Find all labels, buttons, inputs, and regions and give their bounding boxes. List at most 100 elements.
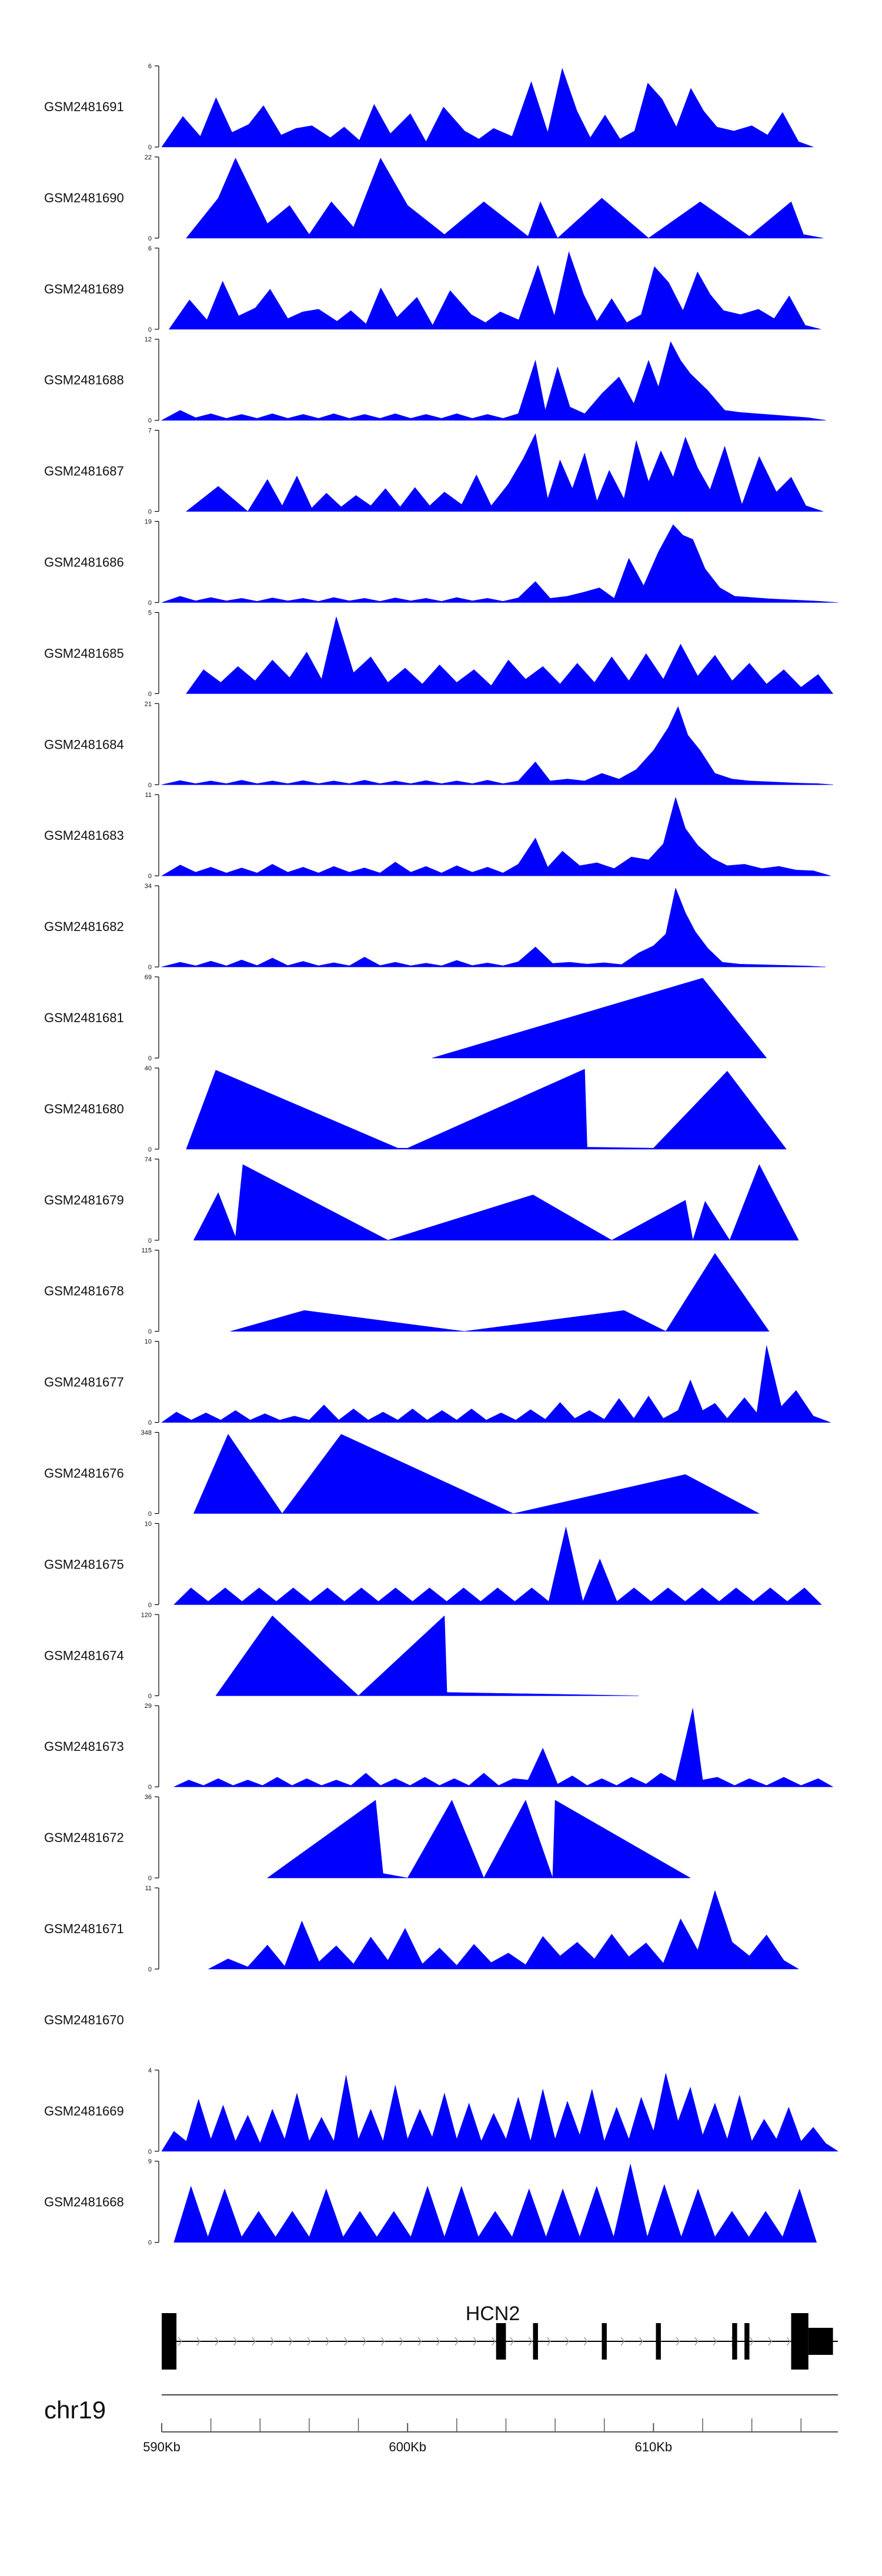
y-min-label: 0: [148, 1784, 152, 1791]
strand-arrow: [196, 2337, 201, 2346]
exon: [496, 2323, 506, 2360]
y-min-label: 0: [148, 964, 152, 971]
exon: [533, 2323, 538, 2360]
strand-arrow: [270, 2337, 275, 2346]
track-label: GSM2481674: [44, 1648, 124, 1663]
coverage-area: [186, 433, 824, 512]
track-GSM2481676: GSM2481676 348 0: [44, 1430, 760, 1518]
track-label: GSM2481682: [44, 919, 124, 934]
coverage-area: [161, 68, 814, 148]
y-max-label: 69: [145, 974, 152, 981]
y-max-label: 34: [145, 883, 152, 890]
track-GSM2481675: GSM2481675 10 0: [44, 1520, 822, 1609]
strand-arrow: [565, 2337, 570, 2346]
strand-arrow: [473, 2337, 477, 2346]
strand-arrow: [252, 2337, 256, 2346]
track-label: GSM2481688: [44, 373, 124, 388]
y-max-label: 10: [145, 1520, 152, 1527]
y-max-label: 6: [148, 63, 152, 70]
strand-arrow: [455, 2337, 459, 2346]
strand-arrow: [325, 2337, 330, 2346]
strand-arrow: [768, 2337, 773, 2346]
y-max-label: 21: [145, 700, 152, 708]
coverage-area: [173, 1527, 822, 1605]
axis-ticks: 590Kb 600Kb 610Kb: [143, 2418, 801, 2454]
track-label: GSM2481670: [44, 2013, 124, 2027]
track-GSM2481681: GSM2481681 69 0: [44, 974, 767, 1062]
y-max-label: 22: [145, 154, 152, 161]
y-min-label: 0: [148, 1055, 152, 1062]
strand-arrow: [694, 2337, 699, 2346]
y-min-label: 0: [148, 509, 152, 516]
strand-arrow: [492, 2337, 496, 2346]
track-GSM2481672: GSM2481672 36 0: [44, 1794, 691, 1882]
exon-blocks: [162, 2313, 833, 2370]
y-min-label: 0: [148, 326, 152, 333]
y-max-label: 11: [145, 1885, 152, 1892]
track-GSM2481668: GSM2481668 9 0: [44, 2158, 817, 2247]
strand-arrow: [417, 2337, 422, 2346]
strand-arrow: [620, 2337, 625, 2346]
track-GSM2481687: GSM2481687 7 0: [44, 428, 824, 516]
gene-label: HCN2: [466, 2303, 520, 2325]
track-GSM2481670: GSM2481670: [44, 2013, 124, 2027]
exon: [602, 2323, 607, 2360]
strand-arrow: [583, 2337, 588, 2346]
track-GSM2481673: GSM2481673 29 0: [44, 1703, 833, 1791]
track-label: GSM2481680: [44, 1102, 124, 1116]
strand-arrow: [639, 2337, 643, 2346]
coverage-area: [169, 252, 821, 330]
y-min-label: 0: [148, 873, 152, 880]
y-max-label: 40: [145, 1065, 152, 1072]
coverage-area: [267, 1800, 691, 1878]
coverage-area: [215, 1616, 639, 1696]
coverage-area: [161, 2073, 838, 2152]
track-label: GSM2481689: [44, 282, 124, 296]
track-GSM2481680: GSM2481680 40 0: [44, 1065, 787, 1153]
track-label: GSM2481691: [44, 99, 124, 114]
strand-arrow: [307, 2337, 311, 2346]
y-min-label: 0: [148, 2240, 152, 2247]
y-max-label: 115: [141, 1247, 152, 1254]
y-min-label: 0: [148, 1329, 152, 1336]
coverage-area: [230, 1253, 770, 1332]
y-min-label: 0: [148, 1875, 152, 1882]
track-label: GSM2481679: [44, 1193, 124, 1207]
y-min-label: 0: [148, 1146, 152, 1153]
track-GSM2481677: GSM2481677 10 0: [44, 1339, 831, 1427]
exon: [656, 2323, 661, 2360]
exon: [744, 2323, 750, 2360]
coverage-area: [161, 1345, 831, 1423]
y-min-label: 0: [148, 1420, 152, 1427]
y-max-label: 19: [145, 519, 152, 526]
strand-arrow: [528, 2337, 533, 2346]
coverage-area: [186, 1069, 787, 1150]
axis-tick-label: 610Kb: [635, 2440, 673, 2454]
track-GSM2481688: GSM2481688 12 0: [44, 336, 826, 425]
coverage-area: [161, 341, 826, 421]
track-GSM2481678: GSM2481678 115 0: [44, 1247, 770, 1336]
coverage-area: [161, 887, 826, 967]
y-min-label: 0: [148, 782, 152, 789]
strand-arrow: [399, 2337, 403, 2346]
strand-arrow: [362, 2337, 367, 2346]
y-max-label: 7: [148, 428, 152, 435]
coverage-area: [208, 1890, 799, 1970]
strand-arrow: [178, 2337, 182, 2346]
track-label: GSM2481681: [44, 1010, 124, 1025]
exon: [808, 2328, 833, 2355]
coverage-area: [186, 158, 824, 239]
coverage-area: [432, 977, 767, 1059]
track-label: GSM2481685: [44, 646, 124, 660]
y-max-label: 74: [145, 1156, 152, 1163]
y-min-label: 0: [148, 600, 152, 607]
track-GSM2481683: GSM2481683 11 0: [44, 792, 831, 880]
strand-arrow: [676, 2337, 680, 2346]
track-GSM2481689: GSM2481689 6 0: [44, 245, 821, 333]
track-label: GSM2481684: [44, 737, 124, 752]
gene-model-track: HCN2: [162, 2303, 838, 2370]
y-min-label: 0: [148, 418, 152, 425]
y-min-label: 0: [148, 1693, 152, 1700]
y-max-label: 12: [145, 336, 152, 343]
